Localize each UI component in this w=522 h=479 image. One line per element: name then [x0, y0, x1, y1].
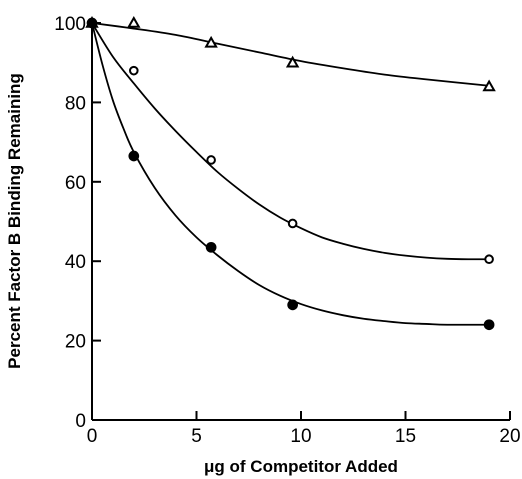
- y-tick-label: 60: [65, 173, 86, 194]
- y-tick-label: 100: [54, 14, 86, 35]
- data-point-filled-circle: [86, 17, 98, 29]
- y-tick-label: 40: [65, 252, 86, 273]
- x-tick-label: 5: [191, 426, 202, 447]
- x-tick-label: 15: [395, 426, 416, 447]
- data-point-filled-circle: [205, 241, 217, 253]
- axes: [91, 23, 510, 421]
- data-point-open-circle: [129, 65, 139, 76]
- data-point-filled-circle: [287, 299, 298, 311]
- x-tick-label: 20: [499, 426, 520, 447]
- fit-curves: [91, 22, 490, 326]
- y-tick-label: 20: [65, 332, 86, 353]
- x-tick-label: 0: [87, 426, 98, 447]
- data-point-open-triangle: [127, 15, 141, 28]
- data-point-open-circle: [206, 155, 216, 165]
- data-point-open-circle: [287, 218, 298, 229]
- x-axis-title: μg of Competitor Added: [204, 457, 398, 476]
- data-point-open-triangle: [482, 79, 496, 92]
- y-tick-label: 80: [65, 93, 86, 114]
- fit-curve-open-triangle: [91, 22, 490, 87]
- ticks: 0 5 10 15 20 0 20 40 60 80 100: [54, 14, 520, 447]
- data-points: [85, 15, 496, 331]
- data-point-open-circle: [484, 254, 494, 265]
- y-axis-title: Percent Factor B Binding Remaining: [5, 73, 24, 369]
- data-point-open-triangle: [204, 35, 218, 48]
- x-tick-label: 10: [290, 426, 311, 447]
- data-point-filled-circle: [128, 150, 140, 162]
- fit-curve-filled-circle: [91, 22, 490, 326]
- data-point-open-triangle: [285, 55, 300, 68]
- y-tick-label: 0: [75, 411, 86, 432]
- data-point-filled-circle: [483, 319, 495, 331]
